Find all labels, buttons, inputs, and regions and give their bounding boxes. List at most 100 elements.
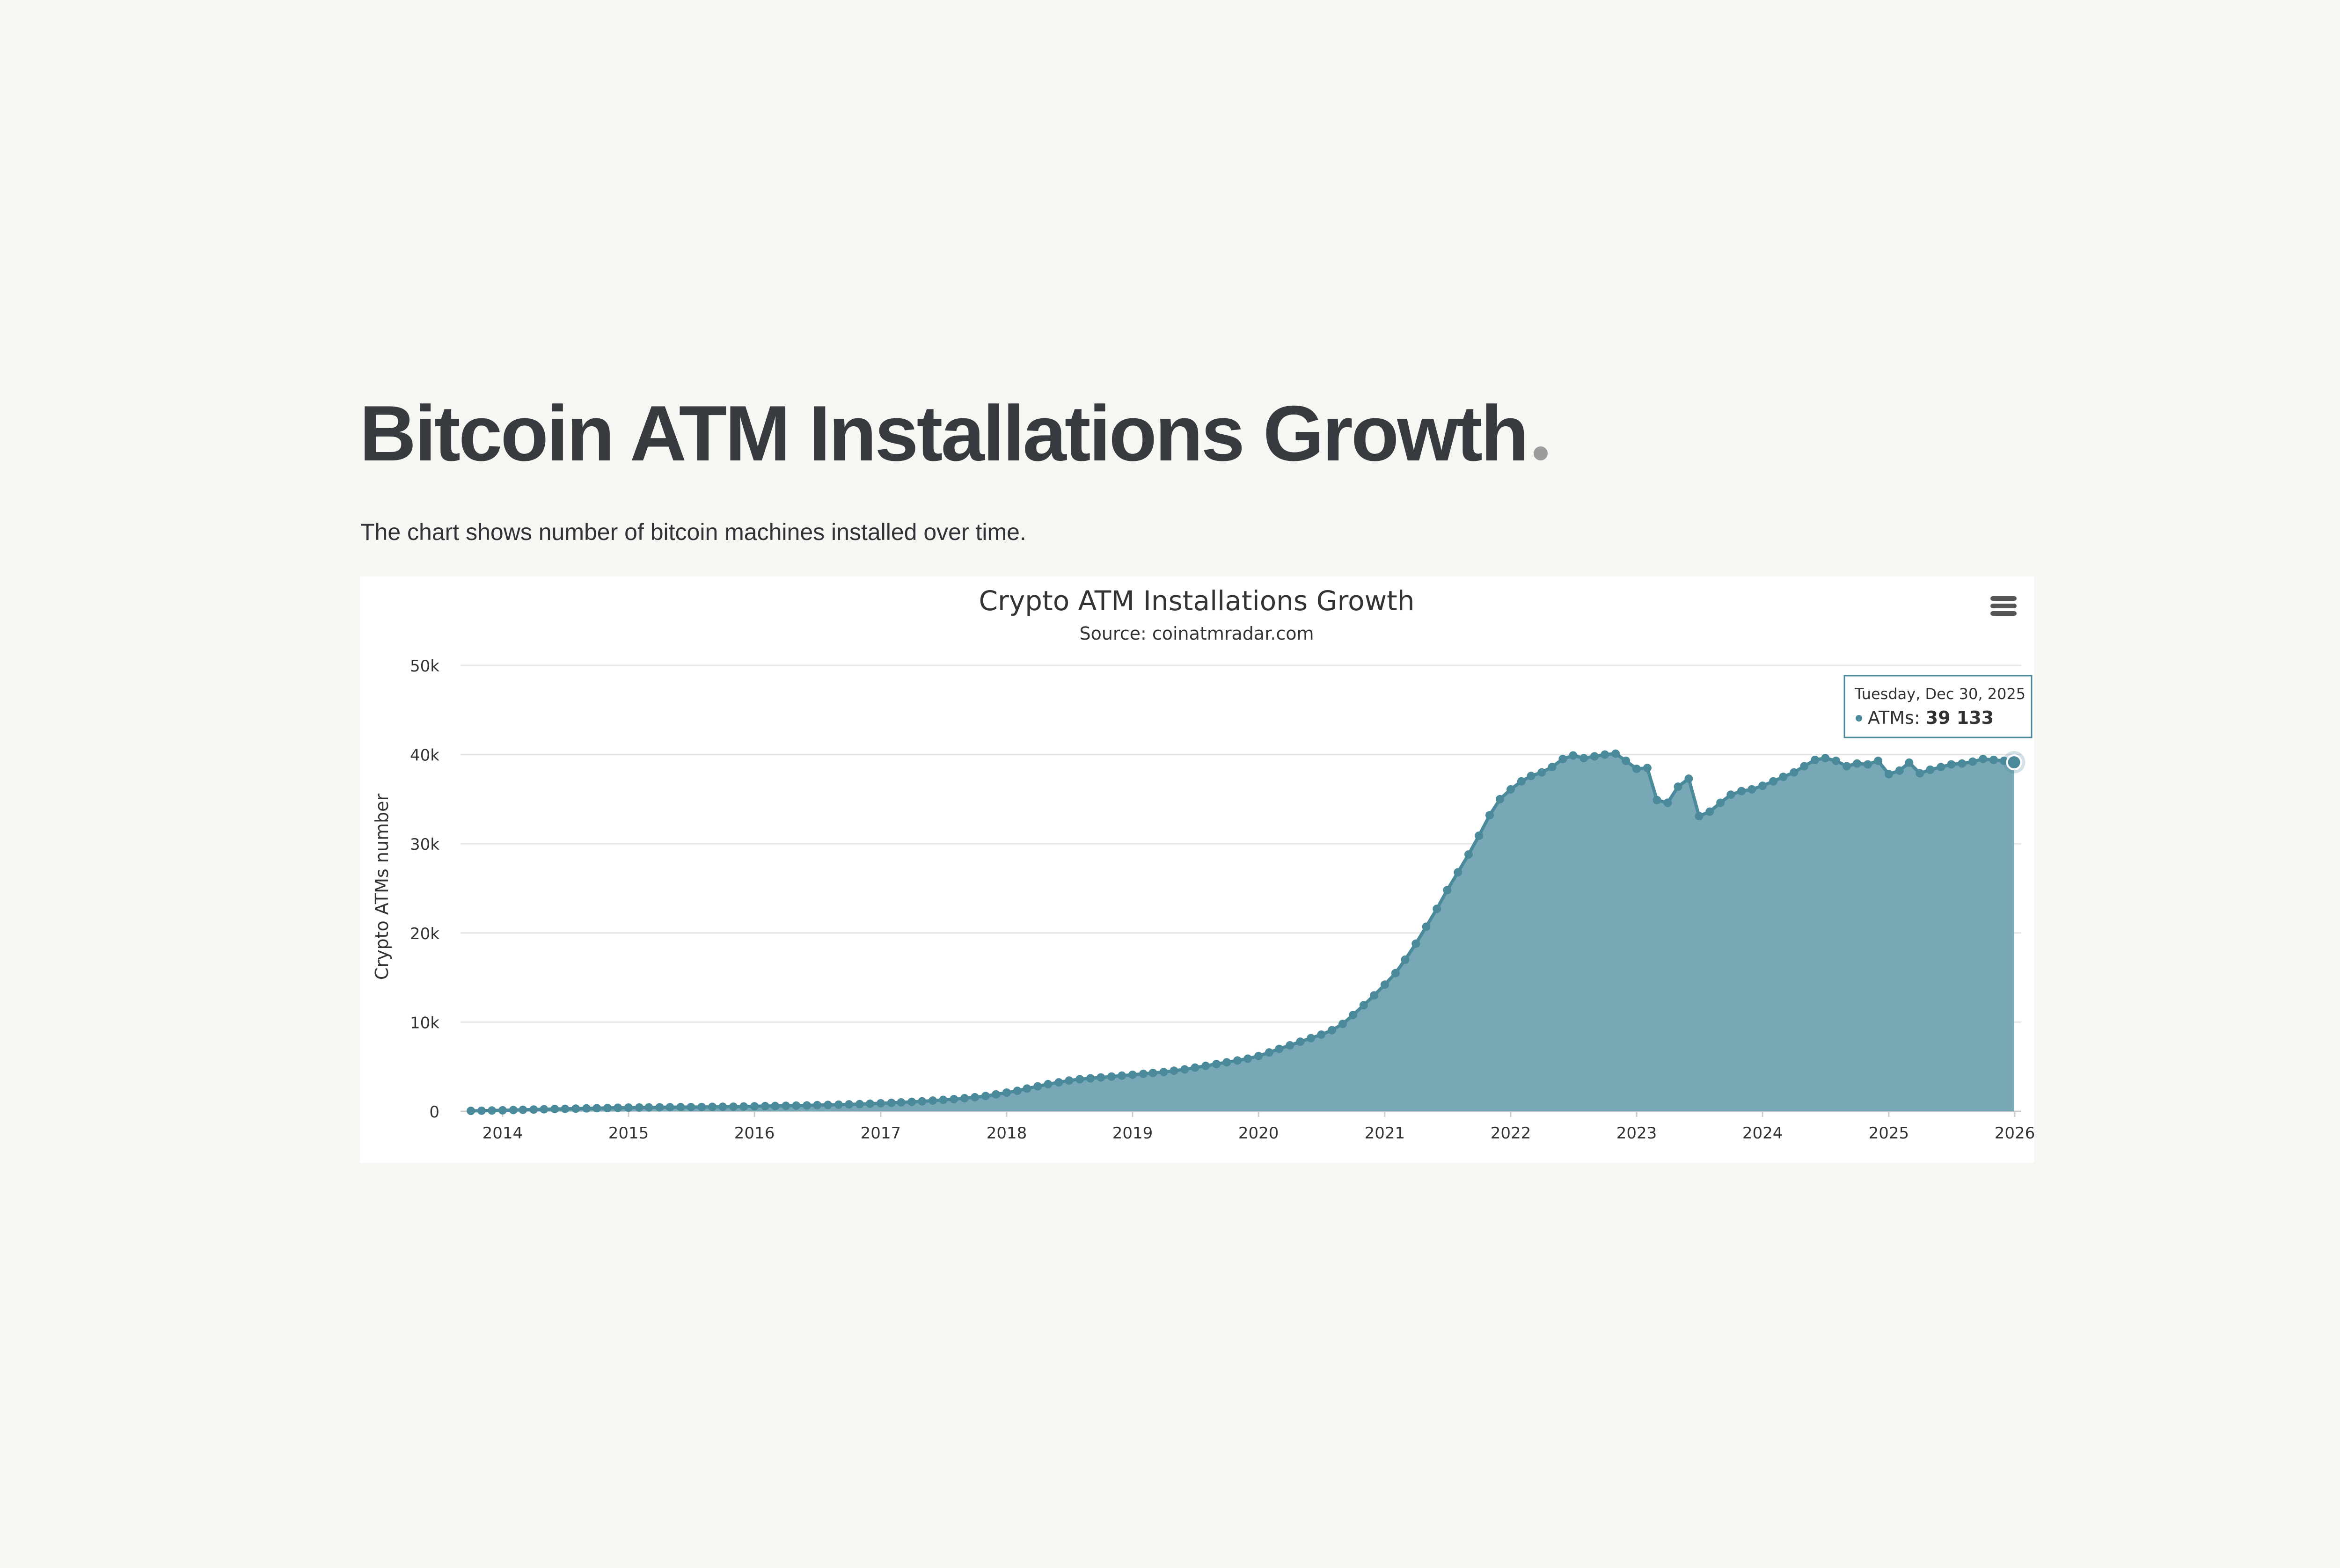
data-point[interactable] (1779, 773, 1788, 781)
data-point[interactable] (1895, 766, 1904, 775)
data-point[interactable] (540, 1105, 548, 1114)
data-point[interactable] (1422, 922, 1431, 931)
data-point[interactable] (1075, 1075, 1084, 1084)
data-point[interactable] (760, 1101, 769, 1110)
data-point[interactable] (1328, 1026, 1337, 1035)
data-point[interactable] (907, 1097, 916, 1106)
data-point[interactable] (950, 1094, 958, 1103)
data-point[interactable] (655, 1103, 664, 1112)
data-point[interactable] (1128, 1070, 1137, 1079)
data-point[interactable] (1695, 812, 1704, 821)
data-point[interactable] (1201, 1061, 1210, 1070)
data-point[interactable] (1527, 772, 1536, 780)
data-point[interactable] (1506, 785, 1515, 794)
data-point[interactable] (1864, 760, 1872, 769)
data-point[interactable] (1548, 763, 1557, 772)
data-point[interactable] (1380, 980, 1389, 989)
data-point[interactable] (561, 1104, 570, 1113)
data-point[interactable] (981, 1092, 990, 1101)
data-point[interactable] (866, 1099, 874, 1108)
data-point[interactable] (1674, 782, 1682, 791)
data-point[interactable] (718, 1102, 727, 1111)
data-point[interactable] (792, 1101, 801, 1110)
data-point[interactable] (1222, 1058, 1231, 1067)
data-point[interactable] (1002, 1088, 1011, 1097)
data-point[interactable] (1979, 755, 1988, 764)
data-point[interactable] (1243, 1054, 1252, 1063)
data-point[interactable] (1191, 1063, 1199, 1072)
data-point[interactable] (939, 1095, 948, 1104)
data-point[interactable] (1107, 1072, 1116, 1081)
data-point[interactable] (1716, 798, 1725, 807)
data-point[interactable] (519, 1105, 527, 1114)
data-point[interactable] (1580, 754, 1588, 763)
data-point[interactable] (992, 1090, 1001, 1099)
data-point[interactable] (1590, 752, 1599, 761)
data-point[interactable] (739, 1102, 748, 1111)
data-point[interactable] (1632, 765, 1641, 773)
data-point[interactable] (876, 1099, 885, 1108)
data-point[interactable] (1454, 868, 1462, 877)
data-point[interactable] (1401, 955, 1410, 964)
data-point[interactable] (1054, 1078, 1063, 1087)
data-point[interactable] (1307, 1034, 1316, 1043)
data-point[interactable] (687, 1102, 695, 1111)
data-point[interactable] (1916, 769, 1924, 778)
data-point[interactable] (1139, 1069, 1148, 1078)
data-point[interactable] (1853, 759, 1862, 768)
data-point[interactable] (1884, 770, 1893, 779)
data-point[interactable] (1958, 759, 1967, 768)
data-point[interactable] (1212, 1060, 1221, 1068)
data-point[interactable] (1643, 764, 1652, 773)
data-point[interactable] (1370, 991, 1379, 1000)
data-point[interactable] (603, 1103, 612, 1112)
data-point[interactable] (1663, 798, 1672, 807)
data-point[interactable] (1874, 756, 1883, 765)
data-point[interactable] (729, 1102, 738, 1111)
data-point[interactable] (929, 1096, 937, 1105)
data-point[interactable] (1601, 750, 1609, 759)
data-point[interactable] (1748, 785, 1756, 794)
data-point[interactable] (1349, 1011, 1358, 1020)
data-point[interactable] (1726, 790, 1735, 799)
data-point[interactable] (1391, 969, 1400, 977)
data-point[interactable] (1044, 1079, 1053, 1088)
data-point[interactable] (1254, 1051, 1263, 1060)
data-point[interactable] (1611, 749, 1620, 758)
data-point[interactable] (834, 1100, 843, 1109)
data-point[interactable] (1905, 758, 1914, 767)
data-point[interactable] (1684, 774, 1693, 783)
data-point[interactable] (1496, 795, 1505, 803)
data-point[interactable] (782, 1101, 790, 1110)
data-point[interactable] (1537, 768, 1546, 777)
data-point[interactable] (644, 1103, 653, 1112)
data-point[interactable] (1705, 807, 1714, 816)
data-point[interactable] (1033, 1082, 1042, 1091)
data-point[interactable] (1811, 756, 1820, 764)
data-point[interactable] (624, 1103, 633, 1112)
data-point[interactable] (488, 1106, 497, 1115)
data-point[interactable] (1843, 762, 1851, 771)
data-point[interactable] (1338, 1020, 1347, 1028)
hovered-data-point[interactable] (2006, 754, 2022, 771)
data-point[interactable] (803, 1101, 812, 1110)
data-point[interactable] (1086, 1074, 1095, 1083)
data-point[interactable] (571, 1104, 580, 1113)
data-point[interactable] (1464, 850, 1473, 859)
data-point[interactable] (1769, 777, 1777, 786)
hamburger-menu-icon[interactable] (1984, 593, 2017, 626)
data-point[interactable] (498, 1106, 507, 1115)
data-point[interactable] (750, 1102, 759, 1111)
data-point[interactable] (1265, 1048, 1273, 1057)
data-point[interactable] (897, 1098, 906, 1107)
data-point[interactable] (1758, 781, 1767, 790)
data-point[interactable] (771, 1101, 780, 1110)
data-point[interactable] (1170, 1066, 1178, 1075)
data-point[interactable] (1286, 1041, 1294, 1050)
data-point[interactable] (824, 1101, 833, 1109)
data-point[interactable] (1790, 768, 1799, 777)
data-point[interactable] (1968, 757, 1977, 766)
data-point[interactable] (1737, 787, 1746, 795)
data-point[interactable] (1937, 763, 1945, 772)
data-point[interactable] (1065, 1076, 1074, 1085)
